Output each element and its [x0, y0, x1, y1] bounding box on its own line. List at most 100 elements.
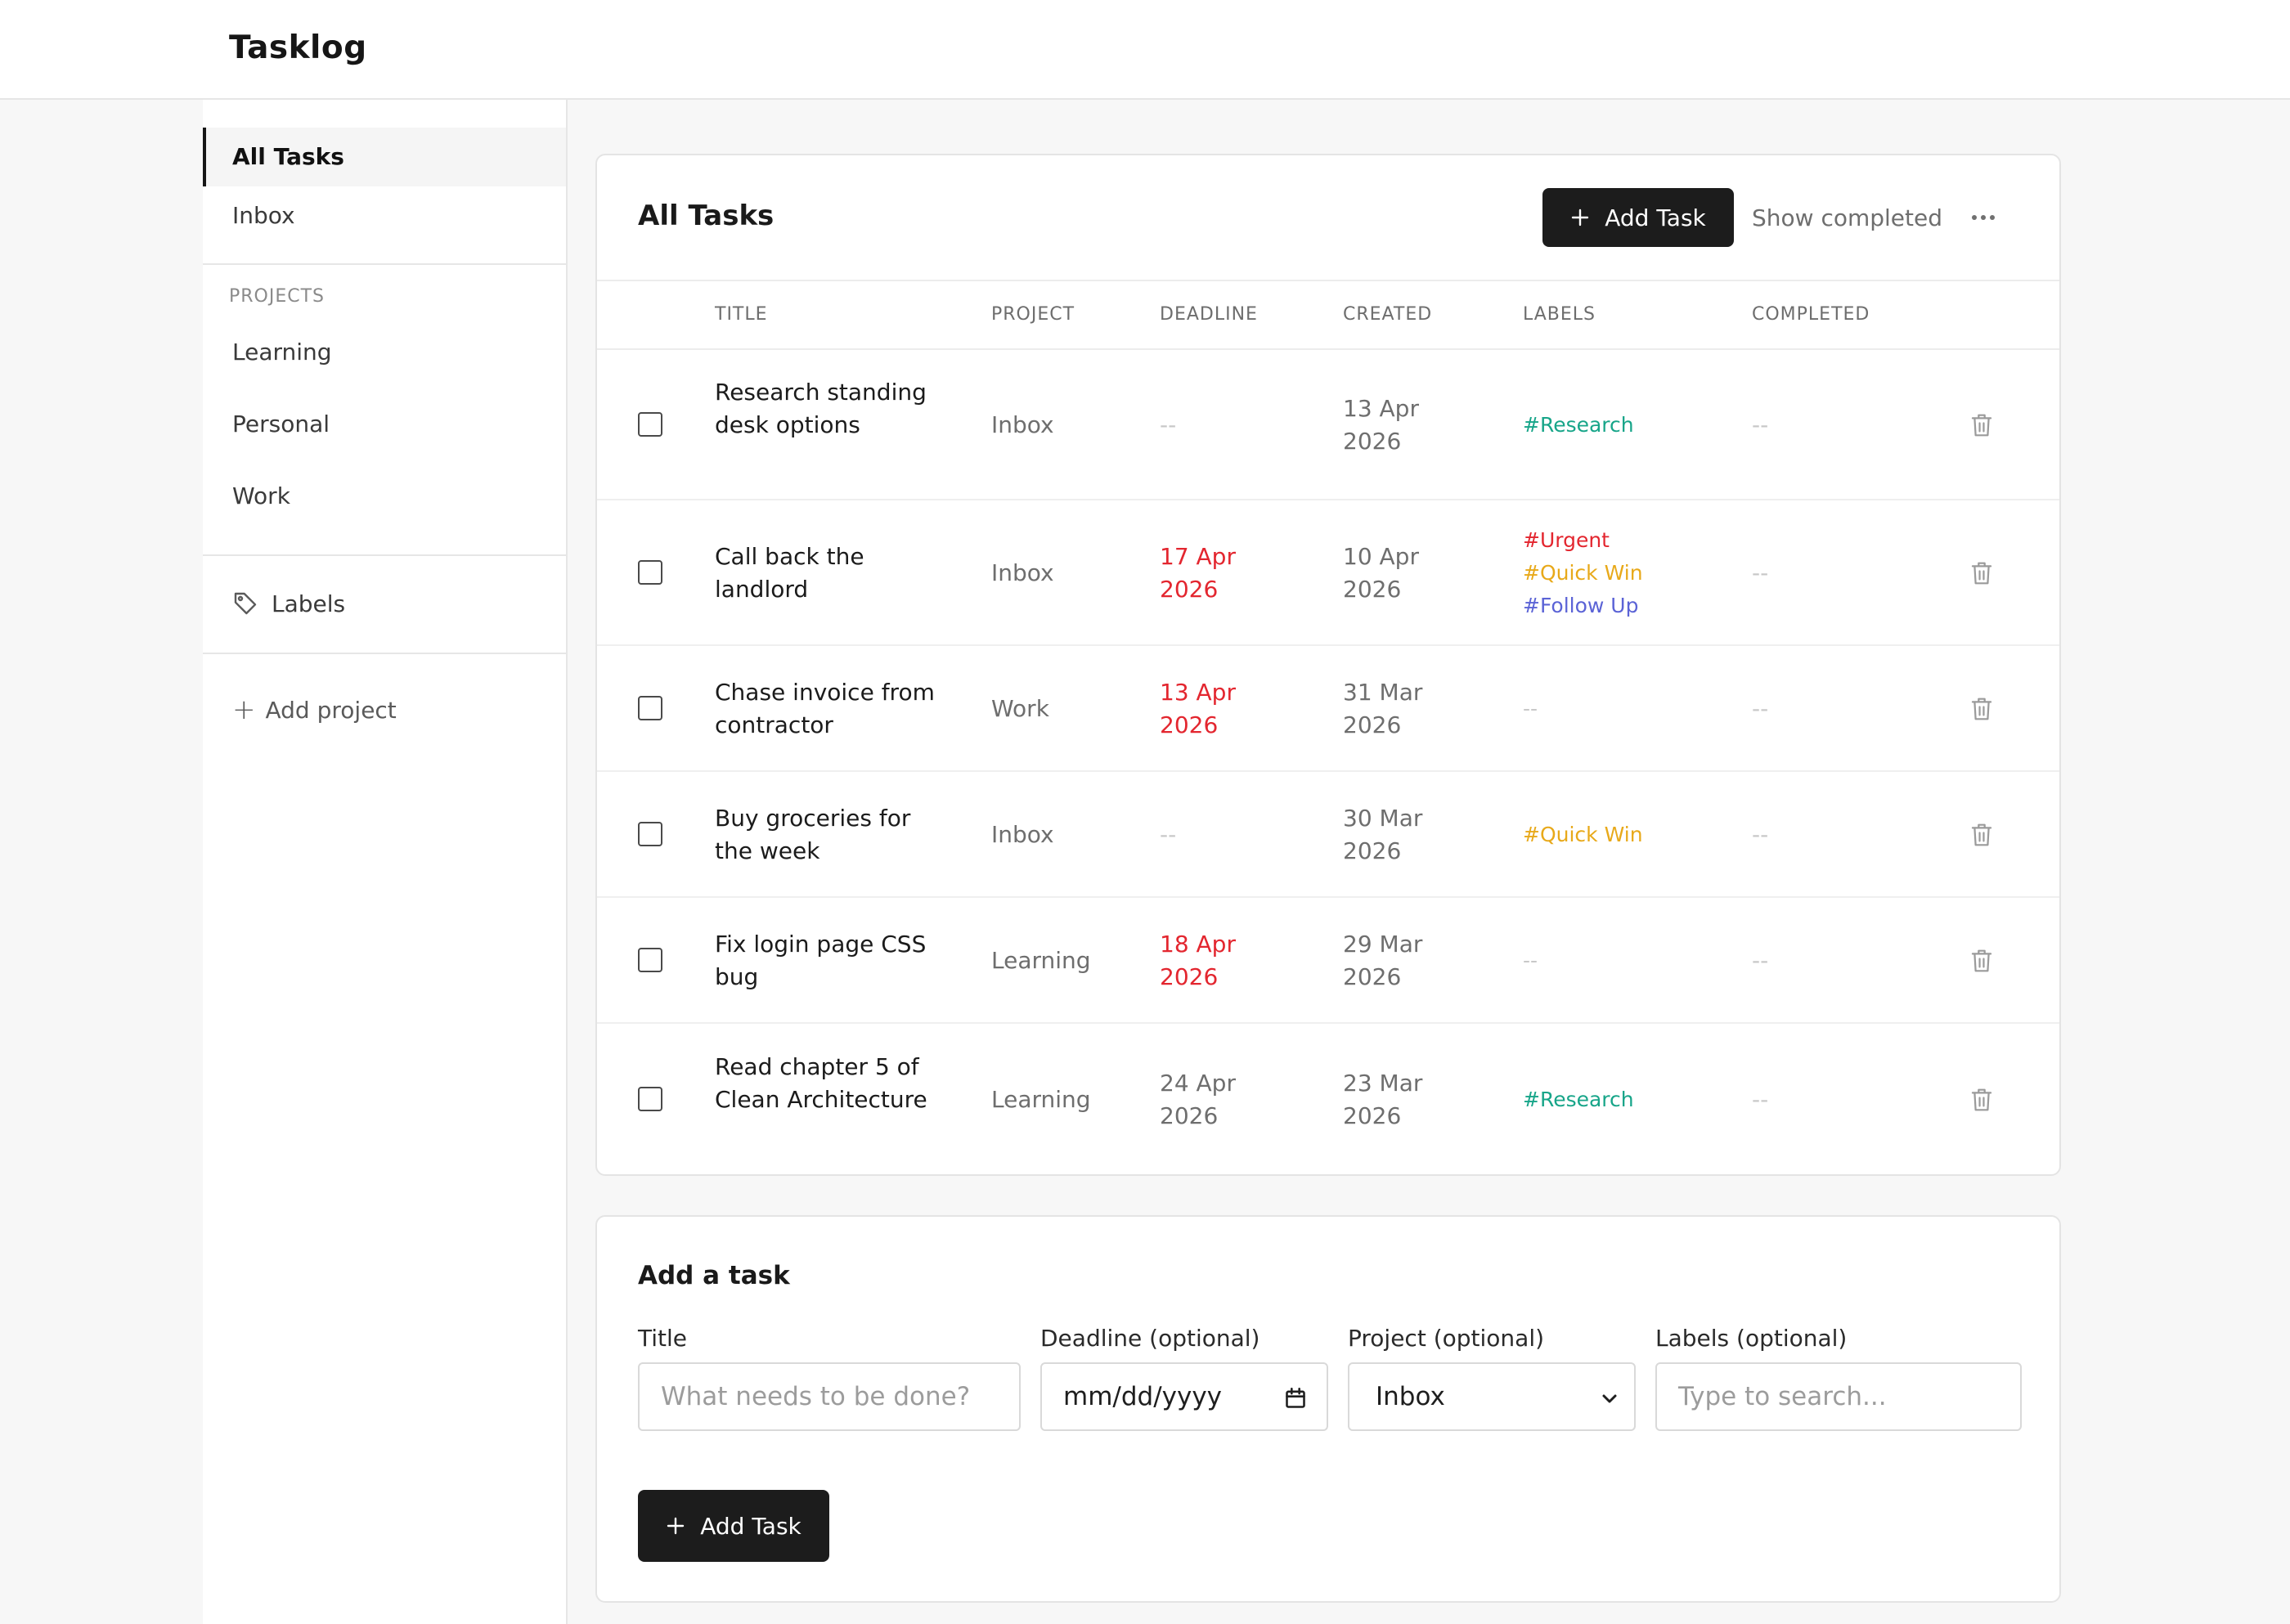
app-title: Tasklog	[229, 29, 367, 66]
deadline-label: Deadline (optional)	[1040, 1325, 1260, 1352]
task-deadline: 18 Apr 2026	[1160, 931, 1236, 990]
label-tag[interactable]: #Follow Up	[1523, 594, 1639, 617]
label-tag[interactable]: #Quick Win	[1523, 561, 1643, 585]
trash-icon[interactable]	[1969, 560, 1994, 586]
task-deadline: 24 Apr 2026	[1160, 1070, 1236, 1129]
sidebar-divider	[203, 554, 566, 556]
calendar-icon[interactable]	[1284, 1387, 1307, 1410]
task-completed: --	[1752, 821, 1769, 848]
task-title[interactable]: Read chapter 5 of Clean Architecture	[715, 1053, 927, 1113]
project-select-value: Inbox	[1376, 1382, 1445, 1411]
trash-icon[interactable]	[1969, 1087, 1994, 1113]
task-created: 23 Mar 2026	[1343, 1070, 1423, 1129]
task-created: 10 Apr 2026	[1343, 543, 1419, 603]
plus-icon: +	[232, 693, 256, 726]
add-task-form: Add a task Title What needs to be done? …	[595, 1215, 2061, 1603]
task-created: 29 Mar 2026	[1343, 931, 1423, 990]
trash-icon[interactable]	[1969, 948, 1994, 974]
card-divider	[597, 348, 2059, 350]
table-row: Research standing desk options Inbox -- 13 …	[597, 350, 2059, 500]
table-row: Read chapter 5 of Clean Architecture Lear…	[597, 1024, 2059, 1174]
task-checkbox[interactable]	[638, 696, 662, 720]
add-task-button[interactable]: Add Task	[1542, 188, 1734, 247]
column-header-project: PROJECT	[991, 304, 1075, 325]
sidebar: All Tasks Inbox PROJECTS Learning Person…	[203, 100, 568, 1624]
plus-icon	[1572, 209, 1589, 227]
task-deadline: --	[1160, 821, 1177, 848]
task-completed: --	[1752, 695, 1769, 722]
sidebar-divider	[203, 653, 566, 654]
table-row: Call back the landlord Inbox 17 Apr 2026 10…	[597, 500, 2059, 646]
page-title: All Tasks	[638, 200, 775, 232]
column-header-completed: COMPLETED	[1752, 304, 1870, 325]
task-checkbox[interactable]	[638, 412, 662, 437]
label-tag[interactable]: #Quick Win	[1523, 823, 1643, 846]
label-tag[interactable]: #Research	[1523, 413, 1634, 437]
card-divider	[597, 280, 2059, 281]
task-labels: #Research	[1523, 409, 1634, 442]
trash-icon[interactable]	[1969, 412, 1994, 438]
task-title[interactable]: Buy groceries for the week	[715, 805, 911, 864]
deadline-input[interactable]: mm/dd/yyyy	[1040, 1362, 1328, 1431]
column-header-deadline: DEADLINE	[1160, 304, 1258, 325]
deadline-value: mm/dd/yyyy	[1063, 1382, 1223, 1411]
project-label: Project (optional)	[1348, 1325, 1545, 1352]
sidebar-item-work[interactable]: Work	[232, 482, 290, 509]
labels-label: Labels (optional)	[1655, 1325, 1848, 1352]
task-project: Work	[991, 695, 1049, 722]
task-title[interactable]: Chase invoice from contractor	[715, 679, 935, 738]
task-completed: --	[1752, 559, 1769, 586]
task-deadline: 13 Apr 2026	[1160, 679, 1236, 738]
trash-icon[interactable]	[1969, 696, 1994, 722]
submit-add-task-label: Add Task	[700, 1512, 802, 1540]
add-project-button[interactable]: + Add project	[232, 693, 397, 726]
task-checkbox[interactable]	[638, 948, 662, 972]
task-project: Inbox	[991, 411, 1054, 438]
task-checkbox[interactable]	[638, 1087, 662, 1111]
column-header-title: TITLE	[715, 304, 768, 325]
task-title[interactable]: Research standing desk options	[715, 379, 927, 438]
task-labels: #Research	[1523, 1083, 1634, 1116]
trash-icon[interactable]	[1969, 822, 1994, 848]
task-labels-empty: --	[1523, 697, 1538, 720]
task-created: 13 Apr 2026	[1343, 395, 1419, 455]
table-row: Fix login page CSS bug Learning 18 Apr 202…	[597, 898, 2059, 1024]
task-title[interactable]: Call back the landlord	[715, 543, 864, 603]
add-task-label: Add Task	[1605, 204, 1706, 231]
task-deadline: --	[1160, 411, 1177, 438]
column-header-created: CREATED	[1343, 304, 1433, 325]
sidebar-divider	[203, 263, 566, 265]
task-completed: --	[1752, 411, 1769, 438]
task-completed: --	[1752, 1086, 1769, 1113]
sidebar-item-labels[interactable]: Labels	[232, 587, 345, 620]
table-row: Chase invoice from contractor Work 13 Apr …	[597, 646, 2059, 772]
sidebar-item-inbox[interactable]: Inbox	[232, 202, 295, 229]
sidebar-item-personal[interactable]: Personal	[232, 410, 330, 437]
more-icon[interactable]	[1971, 214, 1996, 221]
sidebar-item-learning[interactable]: Learning	[232, 339, 332, 366]
form-title: Add a task	[638, 1261, 790, 1290]
column-header-labels: LABELS	[1523, 304, 1596, 325]
task-title[interactable]: Fix login page CSS bug	[715, 931, 927, 990]
sidebar-item-all-tasks[interactable]: All Tasks	[203, 128, 566, 186]
task-created: 30 Mar 2026	[1343, 805, 1423, 864]
projects-heading: PROJECTS	[229, 286, 326, 307]
label-tag[interactable]: #Research	[1523, 1088, 1634, 1111]
task-deadline: 17 Apr 2026	[1160, 543, 1236, 603]
task-project: Inbox	[991, 559, 1054, 586]
title-input[interactable]: What needs to be done?	[638, 1362, 1021, 1431]
task-checkbox[interactable]	[638, 560, 662, 585]
task-project: Learning	[991, 1086, 1091, 1113]
task-created: 31 Mar 2026	[1343, 679, 1423, 738]
show-completed-toggle[interactable]: Show completed	[1752, 204, 1943, 231]
tag-icon	[234, 592, 257, 615]
task-project: Inbox	[991, 821, 1054, 848]
project-select[interactable]: Inbox	[1348, 1362, 1636, 1431]
tasks-card: All Tasks Add Task Show completed TITLE …	[595, 154, 2061, 1176]
add-project-label: Add project	[265, 696, 397, 724]
label-tag[interactable]: #Urgent	[1523, 528, 1610, 552]
labels-search-input[interactable]: Type to search...	[1655, 1362, 2022, 1431]
plus-icon	[667, 1517, 685, 1535]
submit-add-task-button[interactable]: Add Task	[638, 1490, 829, 1562]
task-checkbox[interactable]	[638, 822, 662, 846]
